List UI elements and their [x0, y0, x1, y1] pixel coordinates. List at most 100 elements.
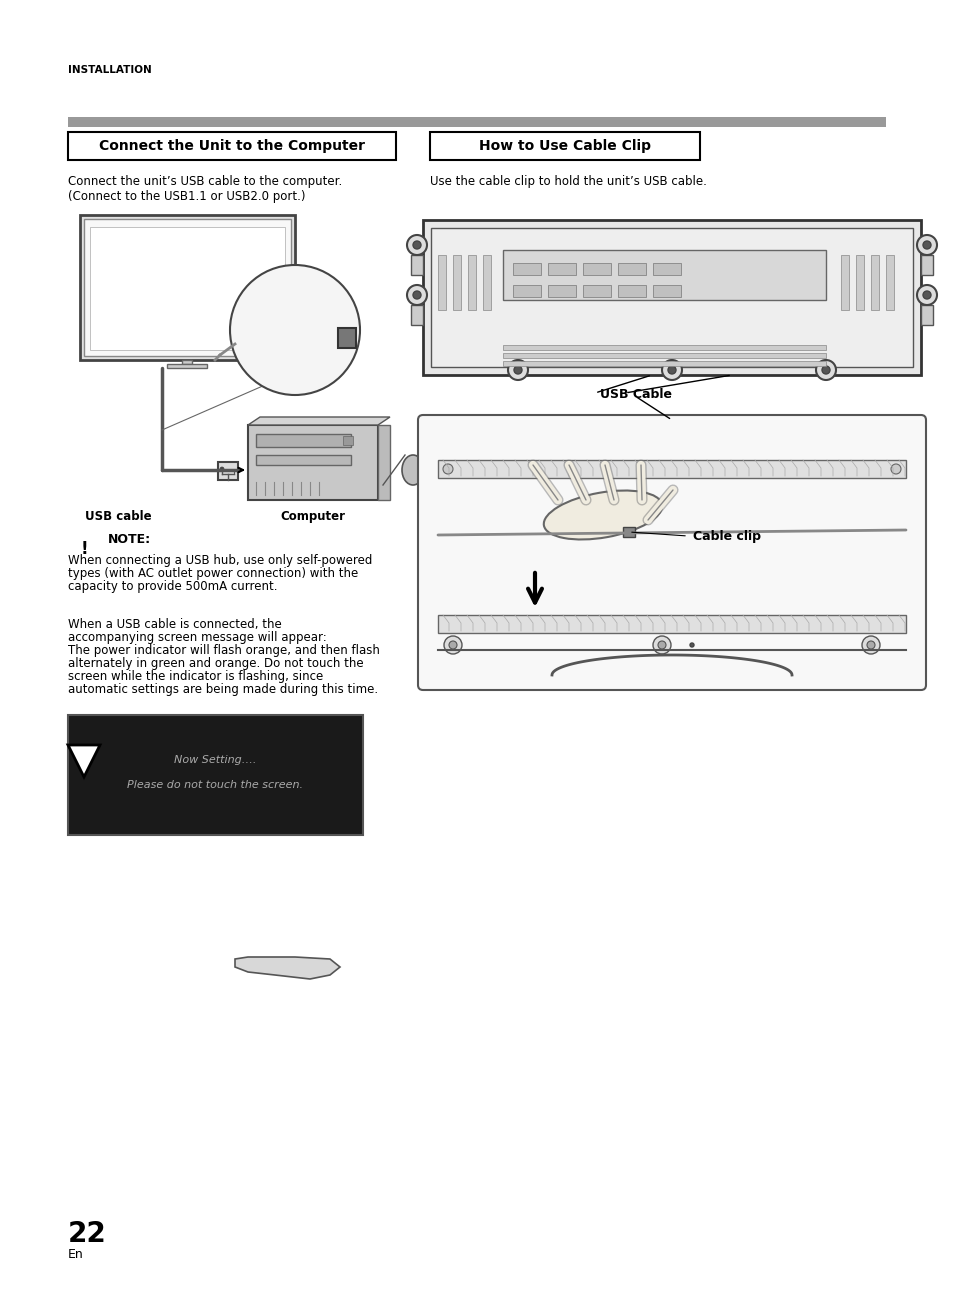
Circle shape — [220, 467, 224, 471]
Bar — [582, 263, 610, 274]
Text: The power indicator will flash orange, and then flash: The power indicator will flash orange, a… — [68, 644, 379, 657]
Circle shape — [815, 359, 835, 380]
Bar — [502, 250, 825, 301]
Circle shape — [667, 366, 676, 374]
Text: Use the cable clip to hold the unit’s USB cable.: Use the cable clip to hold the unit’s US… — [430, 175, 706, 188]
Bar — [502, 345, 825, 350]
Text: !: ! — [80, 540, 88, 558]
Bar — [411, 255, 422, 274]
Circle shape — [862, 637, 879, 654]
Bar — [618, 263, 645, 274]
Circle shape — [658, 640, 665, 650]
Circle shape — [916, 285, 936, 305]
Text: (Connect to the USB1.1 or USB2.0 port.): (Connect to the USB1.1 or USB2.0 port.) — [68, 190, 305, 203]
Bar — [652, 263, 680, 274]
FancyBboxPatch shape — [417, 416, 925, 690]
Bar — [502, 361, 825, 366]
Bar — [622, 527, 635, 537]
Bar — [411, 305, 422, 325]
Circle shape — [443, 637, 461, 654]
Polygon shape — [68, 745, 100, 776]
Text: USB Cable: USB Cable — [599, 388, 671, 401]
Polygon shape — [234, 957, 339, 979]
Circle shape — [689, 643, 693, 647]
Text: automatic settings are being made during this time.: automatic settings are being made during… — [68, 684, 377, 697]
Bar — [870, 255, 878, 310]
Text: alternately in green and orange. Do not touch the: alternately in green and orange. Do not … — [68, 657, 363, 670]
Circle shape — [507, 359, 527, 380]
Bar — [885, 255, 893, 310]
Bar — [431, 227, 912, 367]
Text: How to Use Cable Clip: How to Use Cable Clip — [478, 139, 650, 153]
Text: When a USB cable is connected, the: When a USB cable is connected, the — [68, 618, 281, 631]
Bar — [513, 263, 540, 274]
Bar — [377, 425, 390, 501]
Text: types (with AC outlet power connection) with the: types (with AC outlet power connection) … — [68, 567, 358, 580]
Ellipse shape — [401, 455, 423, 485]
Bar — [652, 285, 680, 297]
Circle shape — [661, 359, 681, 380]
Bar — [430, 132, 700, 159]
Text: 22: 22 — [68, 1219, 107, 1248]
Bar — [468, 255, 476, 310]
Text: En: En — [68, 1248, 84, 1261]
Text: Connect the unit’s USB cable to the computer.: Connect the unit’s USB cable to the comp… — [68, 175, 342, 188]
Bar — [218, 461, 237, 480]
Text: NOTE:: NOTE: — [108, 533, 151, 546]
Bar — [248, 425, 377, 501]
Circle shape — [923, 291, 930, 299]
Bar — [167, 365, 207, 369]
Text: Computer: Computer — [280, 510, 345, 523]
Bar — [255, 455, 351, 465]
Bar — [68, 132, 395, 159]
Circle shape — [449, 640, 456, 650]
Bar — [920, 305, 932, 325]
Bar — [855, 255, 863, 310]
Bar — [80, 214, 294, 359]
Bar — [337, 328, 355, 348]
Text: Connect the Unit to the Computer: Connect the Unit to the Computer — [99, 139, 365, 153]
Circle shape — [514, 366, 521, 374]
Bar — [68, 715, 363, 835]
Circle shape — [652, 637, 670, 654]
Bar — [90, 227, 285, 350]
Text: accompanying screen message will appear:: accompanying screen message will appear: — [68, 631, 327, 644]
Bar — [547, 263, 576, 274]
Bar — [841, 255, 848, 310]
Text: Now Setting….: Now Setting…. — [174, 755, 256, 765]
Text: INSTALLATION: INSTALLATION — [68, 65, 152, 74]
Circle shape — [413, 240, 420, 250]
Circle shape — [923, 240, 930, 250]
Ellipse shape — [543, 490, 661, 540]
Bar — [422, 220, 920, 375]
Bar — [437, 460, 905, 478]
Bar — [582, 285, 610, 297]
Bar — [502, 353, 825, 358]
Polygon shape — [248, 417, 390, 425]
Text: Cable clip: Cable clip — [692, 531, 760, 542]
Bar — [343, 437, 353, 444]
Bar — [547, 285, 576, 297]
Bar — [453, 255, 460, 310]
Bar — [182, 359, 192, 365]
Text: capacity to provide 500mA current.: capacity to provide 500mA current. — [68, 580, 277, 593]
Circle shape — [821, 366, 829, 374]
Bar — [437, 255, 446, 310]
Text: Please do not touch the screen.: Please do not touch the screen. — [128, 780, 303, 789]
Text: When connecting a USB hub, use only self-powered: When connecting a USB hub, use only self… — [68, 554, 372, 567]
Bar — [513, 285, 540, 297]
Circle shape — [890, 464, 900, 474]
Bar — [84, 220, 291, 356]
Circle shape — [413, 291, 420, 299]
Circle shape — [407, 235, 427, 255]
Circle shape — [916, 235, 936, 255]
Bar — [920, 255, 932, 274]
Text: screen while the indicator is flashing, since: screen while the indicator is flashing, … — [68, 670, 323, 684]
Bar — [437, 616, 905, 633]
Bar — [482, 255, 491, 310]
Bar — [618, 285, 645, 297]
Circle shape — [866, 640, 874, 650]
Circle shape — [230, 265, 359, 395]
Bar — [68, 118, 885, 127]
Text: USB cable: USB cable — [85, 510, 152, 523]
